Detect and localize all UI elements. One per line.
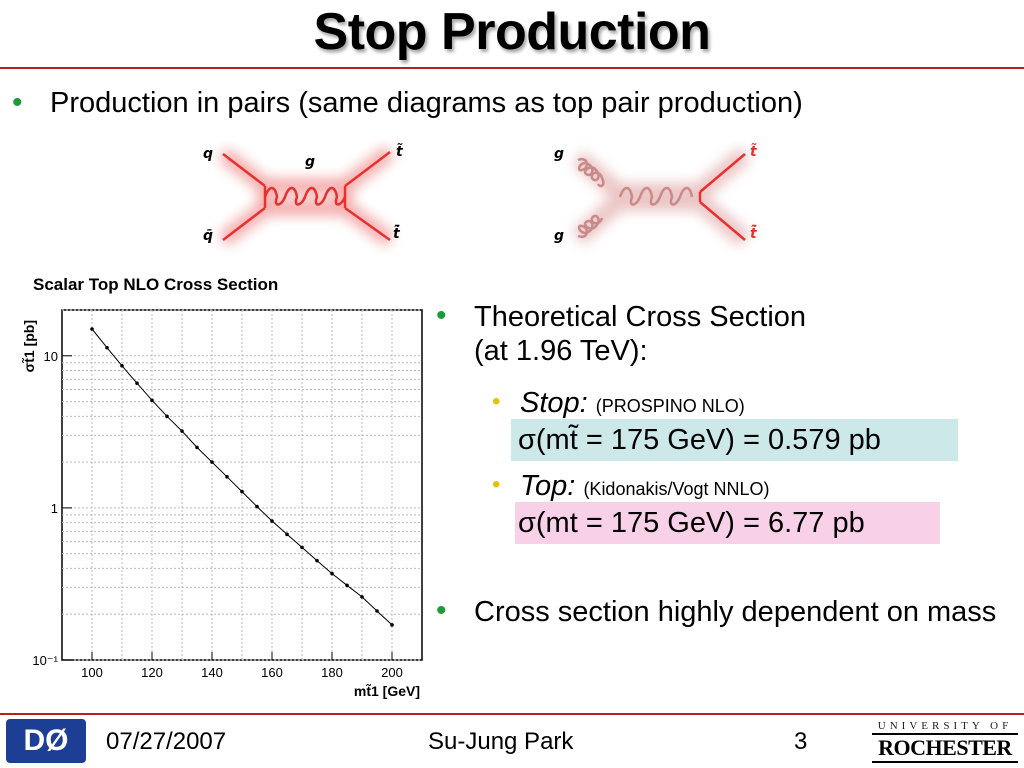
footer-author: Su-Jung Park <box>428 728 574 755</box>
data-point <box>210 460 214 464</box>
data-point <box>225 475 229 479</box>
data-point <box>165 414 169 419</box>
label-antistop: t̃̄ <box>393 226 400 242</box>
y-tick-label: 10⁻¹ <box>32 653 58 668</box>
bullet-dot: • <box>492 471 501 498</box>
title-divider <box>0 67 1024 69</box>
label-g-bottom: g <box>554 228 565 244</box>
university-logo-name: ROCHESTER <box>872 733 1018 763</box>
y-tick-label: 10 <box>44 349 58 364</box>
label-stop-right: t̃ <box>750 144 757 160</box>
top-line: Top: (Kidonakis/Vogt NNLO) <box>520 469 770 506</box>
label-antistop-right: t̃̄ <box>750 226 757 242</box>
x-tick-label: 120 <box>141 665 163 680</box>
x-axis-label: mt̃1 [GeV] <box>354 683 420 699</box>
mass-dependence-note: Cross section highly dependent on mass <box>474 596 997 628</box>
bullet-dot: • <box>436 594 447 627</box>
data-point <box>390 623 394 627</box>
bullet-dot: • <box>492 388 501 415</box>
data-point <box>255 504 259 509</box>
top-label: Top: <box>520 470 576 502</box>
top-value: σ(mt = 175 GeV) = 6.77 pb <box>518 507 865 539</box>
data-point <box>135 381 139 386</box>
plot-frame <box>61 309 423 661</box>
cross-section-header-line1: Theoretical Cross Section <box>474 301 807 333</box>
feynman-diagram-gg <box>571 147 751 247</box>
chart-title: Scalar Top NLO Cross Section <box>33 275 279 294</box>
page-number: 3 <box>794 728 808 755</box>
data-point <box>375 609 379 613</box>
cross-section-header: Theoretical Cross Section (at 1.96 TeV): <box>474 300 806 368</box>
data-point <box>360 595 364 599</box>
data-point <box>105 345 109 350</box>
data-point <box>240 489 244 494</box>
university-logo: UNIVERSITY OF ROCHESTER <box>872 720 1018 763</box>
label-stop: t̃ <box>396 144 403 160</box>
data-point <box>345 583 349 588</box>
data-point <box>120 363 124 368</box>
feynman-diagram-qqbar <box>218 145 395 247</box>
cross-section-header-line2: (at 1.96 TeV): <box>474 335 648 367</box>
bullet-production-pairs: Production in pairs (same diagrams as to… <box>50 87 803 119</box>
x-tick-label: 140 <box>201 665 223 680</box>
d0-logo: DØ <box>6 719 86 763</box>
data-point <box>270 519 274 523</box>
x-tick-label: 180 <box>321 665 343 680</box>
data-point <box>195 445 199 450</box>
x-tick-label: 100 <box>81 665 103 680</box>
label-g-top: g <box>554 146 565 162</box>
slide-title: Stop Production <box>313 3 711 61</box>
footer-divider <box>0 713 1024 715</box>
data-point <box>90 327 94 331</box>
stop-value-box <box>511 419 958 461</box>
y-axis-label: σt̃1 [pb] <box>21 320 37 372</box>
label-g: g <box>305 154 316 170</box>
stop-line: Stop: (PROSPINO NLO) <box>520 386 745 423</box>
bullet-dot: • <box>12 86 23 119</box>
data-point <box>315 558 319 563</box>
data-point <box>150 398 154 403</box>
data-point <box>180 429 184 433</box>
stop-source: (PROSPINO NLO) <box>595 396 745 416</box>
data-point <box>330 571 334 576</box>
d0-logo-text: DØ <box>23 724 69 757</box>
top-value-box <box>515 502 940 544</box>
label-qbar: q̄ <box>203 228 214 244</box>
label-q: q <box>203 146 214 162</box>
bullet-dot: • <box>436 299 447 332</box>
data-point <box>285 532 289 537</box>
x-tick-label: 160 <box>261 665 283 680</box>
cross-section-chart: 100 120 140 160 180 200 10⁻¹ 1 10 mt̃1 [GeV] σt̃1 … <box>21 309 423 699</box>
university-logo-top: UNIVERSITY OF <box>877 720 1013 732</box>
footer-date: 07/27/2007 <box>106 728 227 755</box>
data-point <box>300 545 304 550</box>
stop-value: σ(mt̃ = 175 GeV) = 0.579 pb <box>518 424 881 456</box>
stop-label: Stop: <box>520 387 588 419</box>
x-tick-label: 200 <box>381 665 403 680</box>
top-source: (Kidonakis/Vogt NNLO) <box>583 479 770 499</box>
y-tick-label: 1 <box>51 501 58 516</box>
